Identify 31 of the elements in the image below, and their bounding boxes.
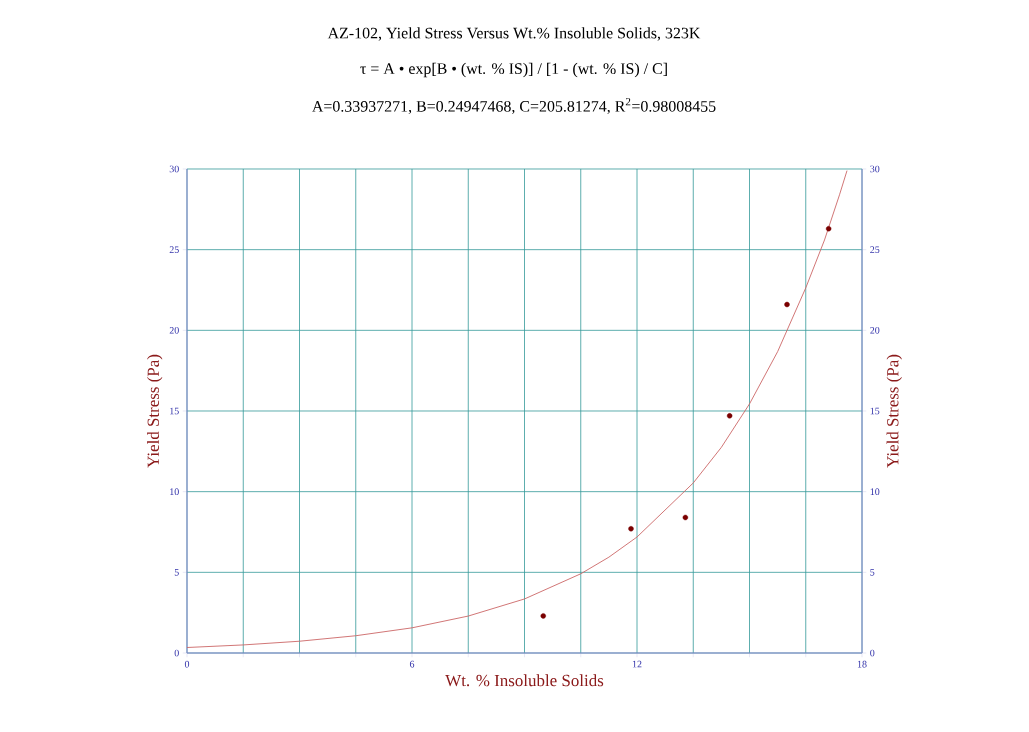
x-tick-label: 0	[184, 660, 190, 668]
y2-tick-label: 5	[870, 569, 875, 576]
line-series	[187, 170, 848, 648]
point	[540, 613, 546, 619]
point	[628, 526, 634, 532]
point	[825, 226, 832, 232]
x-tick-label: 18	[857, 660, 867, 668]
x-tick-label: 6	[409, 660, 415, 668]
x-tick-label: 12	[632, 660, 642, 668]
point	[726, 413, 733, 419]
y2-tick-label: 10	[870, 488, 880, 496]
y2-tick-label: 20	[870, 326, 880, 334]
y-tick-label: 0	[174, 649, 179, 657]
y-tick-label: 20	[169, 326, 179, 334]
y2-tick-label: 15	[870, 407, 880, 415]
chart-title: AZ-102, Yield Stress Versus Wt.% Insoluble Solids, 323K	[327, 27, 701, 41]
x-axis-title: Wt. % Insoluble Solids	[445, 674, 604, 687]
y-axis-title: Yield Stress (Pa)	[147, 354, 163, 468]
chart-subtitle: τ = A • exp[B • (wt. % IS)] / [1 - (wt. % IS) / C]	[360, 62, 667, 78]
y-tick-label: 5	[174, 569, 179, 576]
y2-tick-label: 25	[870, 246, 880, 254]
point	[682, 514, 689, 521]
y-tick-label: 30	[169, 165, 179, 173]
y-tick-label: 10	[170, 488, 179, 496]
y2-tick-label: 30	[870, 165, 880, 173]
y-tick-label: 25	[169, 246, 179, 254]
text: A=0.33937271, B=0.24947468, C=205.81274, R$^{2}$=0.98008455	[312, 97, 716, 115]
y-tick-label: 15	[170, 407, 179, 415]
y2-tick-label: 0	[870, 649, 875, 657]
y2-axis-title: Yield Stress (Pa)	[886, 354, 902, 468]
point	[784, 301, 790, 308]
